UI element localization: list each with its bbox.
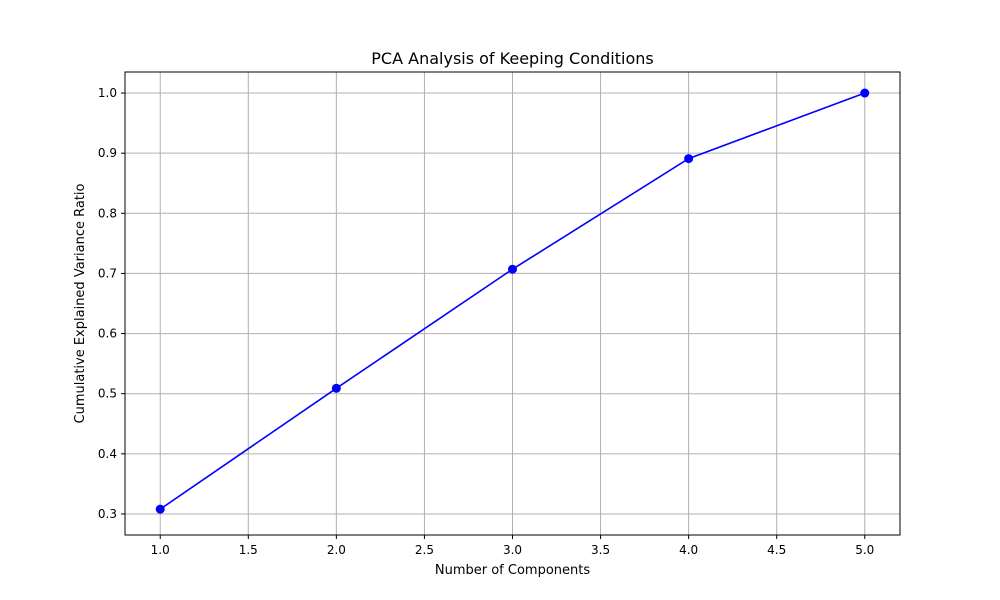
data-point-marker bbox=[155, 504, 165, 514]
grid-layer bbox=[125, 72, 900, 535]
y-tick-label: 0.7 bbox=[98, 266, 117, 280]
series-layer bbox=[155, 88, 870, 514]
x-tick-label: 5.0 bbox=[855, 543, 874, 557]
y-tick-label: 0.9 bbox=[98, 146, 117, 160]
x-tick-label: 2.5 bbox=[415, 543, 434, 557]
x-tick-label: 1.5 bbox=[239, 543, 258, 557]
y-axis-label: Cumulative Explained Variance Ratio bbox=[73, 183, 88, 423]
y-tick-label: 0.3 bbox=[98, 507, 117, 521]
ticks-layer: 1.0 1.5 2.0 2.5 3.0 3.5 4.0 4.5 5.0 0.3 0.4 0.5 0.6 0… bbox=[98, 86, 874, 557]
y-tick-label: 0.5 bbox=[98, 387, 117, 401]
x-tick-label: 1.0 bbox=[151, 543, 170, 557]
x-tick-label: 3.5 bbox=[591, 543, 610, 557]
data-point-marker bbox=[331, 383, 341, 393]
y-tick-label: 0.6 bbox=[98, 327, 117, 341]
data-point-marker bbox=[684, 154, 694, 164]
y-tick-label: 0.4 bbox=[98, 447, 117, 461]
y-tick-label: 1.0 bbox=[98, 86, 117, 100]
x-tick-label: 4.0 bbox=[679, 543, 698, 557]
chart-title: PCA Analysis of Keeping Conditions bbox=[371, 49, 653, 68]
x-tick-label: 4.5 bbox=[767, 543, 786, 557]
x-tick-label: 3.0 bbox=[503, 543, 522, 557]
data-point-marker bbox=[860, 88, 870, 98]
x-tick-label: 2.0 bbox=[327, 543, 346, 557]
y-tick-label: 0.8 bbox=[98, 206, 117, 220]
data-point-marker bbox=[508, 264, 517, 274]
x-axis-label: Number of Components bbox=[435, 563, 590, 578]
